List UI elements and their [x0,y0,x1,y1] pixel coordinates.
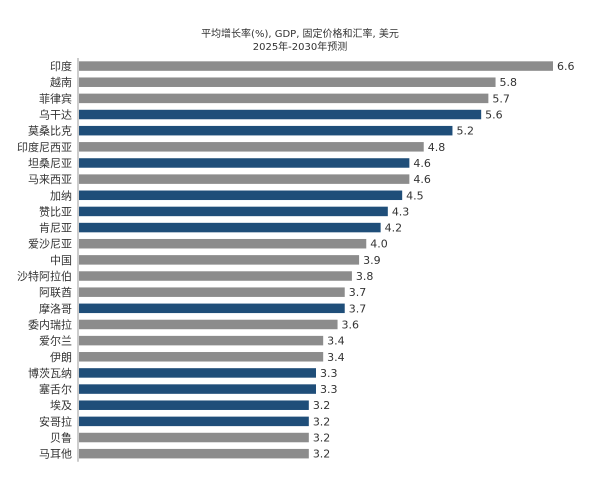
value-label: 3.7 [349,302,367,315]
bar [79,352,324,362]
value-label: 4.2 [385,222,403,235]
bar [79,335,324,346]
category-label: 阿联酋 [39,285,72,299]
chart-subtitle: 2025年-2030年预测 [252,42,348,53]
bar [79,319,338,330]
value-label: 4.6 [413,173,431,186]
bar [79,368,316,378]
value-label: 3.7 [349,286,367,299]
bar [79,125,453,136]
bar [79,174,410,184]
category-label: 印度尼西亚 [17,140,72,154]
value-label: 3.2 [313,432,331,445]
chart-title: 平均增长率(%), GDP, 固定价格和汇率, 美元 [201,29,399,40]
category-label: 爱尔兰 [39,335,72,348]
value-label: 5.7 [492,92,510,105]
category-label: 赞比亚 [39,205,72,218]
value-label: 3.6 [342,318,360,331]
category-label: 莫桑比克 [28,125,72,138]
bar [79,158,410,168]
bar [79,432,309,443]
category-label: 摩洛哥 [39,301,72,315]
bar [79,93,489,104]
category-label: 肯尼亚 [39,222,72,235]
value-label: 4.6 [413,157,431,170]
value-label: 3.2 [313,415,331,428]
category-label: 印度 [50,59,72,73]
bar [79,109,482,120]
value-label: 5.8 [500,76,517,89]
value-label: 3.9 [363,254,381,267]
category-label: 伊朗 [50,351,72,364]
value-label: 4.8 [428,141,446,154]
category-label: 越南 [50,75,72,89]
value-label: 3.3 [320,367,338,380]
bar [79,77,496,87]
value-label: 4.3 [392,205,410,218]
category-label: 塞舌尔 [39,382,72,396]
value-label: 6.6 [557,60,575,73]
value-label: 3.4 [327,351,345,364]
bar [79,255,360,265]
value-label: 5.2 [456,125,474,138]
category-label: 加纳 [50,189,72,202]
value-label: 3.4 [327,335,345,348]
bar [79,190,403,201]
bar [79,61,553,71]
value-label: 5.6 [485,109,503,122]
category-label: 贝鲁 [50,431,72,445]
value-label: 4.0 [370,238,388,251]
bar [79,303,345,314]
category-label: 马耳他 [39,448,72,461]
value-label: 3.8 [356,270,374,283]
value-label: 3.3 [320,383,338,396]
value-label: 3.2 [313,448,331,461]
bar [79,222,381,233]
category-label: 坦桑尼亚 [28,156,72,170]
category-label: 中国 [50,254,72,267]
value-label: 3.2 [313,399,331,412]
bar [79,384,316,394]
bar [79,400,309,410]
category-label: 安哥拉 [39,414,72,428]
bar [79,206,388,217]
bar [79,271,352,281]
bar [79,238,367,249]
category-label: 埃及 [50,398,72,412]
category-label: 委内瑞拉 [28,317,72,331]
value-label: 4.5 [406,189,424,202]
category-label: 马来西亚 [28,173,72,186]
category-label: 博茨瓦纳 [28,366,72,380]
bar [79,142,424,152]
bar [79,448,309,459]
category-label: 乌干达 [39,108,72,122]
category-label: 菲律宾 [39,91,72,105]
bar [79,416,309,427]
bar [79,287,345,297]
category-label: 沙特阿拉伯 [17,269,72,283]
category-label: 爱沙尼亚 [28,238,72,251]
